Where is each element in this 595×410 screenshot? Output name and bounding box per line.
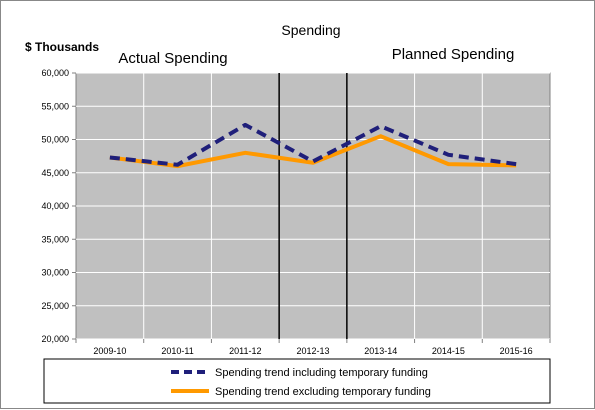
y-tick-label: 40,000 bbox=[41, 201, 69, 211]
y-tick-label: 20,000 bbox=[41, 334, 69, 344]
y-tick-label: 25,000 bbox=[41, 301, 69, 311]
x-tick-label: 2014-15 bbox=[432, 346, 465, 356]
legend-label: Spending trend including temporary fundi… bbox=[215, 367, 428, 379]
y-tick-label: 45,000 bbox=[41, 168, 69, 178]
chart-title: Spending bbox=[281, 22, 340, 38]
x-tick-label: 2012-13 bbox=[296, 346, 329, 356]
x-tick-label: 2010-11 bbox=[161, 346, 193, 356]
y-tick-label: 55,000 bbox=[41, 101, 69, 111]
legend-label: Spending trend excluding temporary fundi… bbox=[215, 386, 431, 398]
actual-spending-label: Actual Spending bbox=[118, 50, 227, 67]
planned-spending-label: Planned Spending bbox=[392, 46, 515, 63]
x-tick-label: 2009-10 bbox=[93, 346, 126, 356]
x-tick-label: 2015-16 bbox=[500, 346, 533, 356]
y-tick-label: 50,000 bbox=[41, 135, 69, 145]
y-tick-label: 30,000 bbox=[41, 268, 69, 278]
x-tick-label: 2011-12 bbox=[229, 346, 261, 356]
y-axis-label: $ Thousands bbox=[25, 40, 99, 54]
y-tick-label: 60,000 bbox=[41, 68, 69, 78]
x-tick-label: 2013-14 bbox=[364, 346, 397, 356]
y-tick-label: 35,000 bbox=[41, 234, 69, 244]
